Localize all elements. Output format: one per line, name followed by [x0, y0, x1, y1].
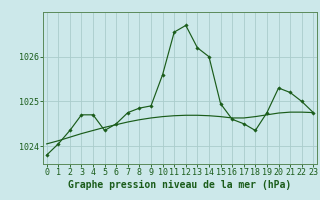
X-axis label: Graphe pression niveau de la mer (hPa): Graphe pression niveau de la mer (hPa)	[68, 180, 292, 190]
